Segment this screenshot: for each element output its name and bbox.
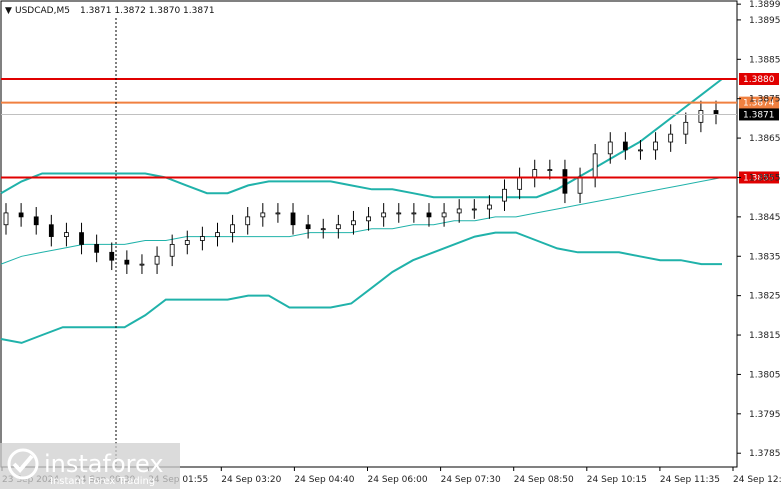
candle-body	[18, 212, 24, 218]
bollinger-lower	[0, 231, 722, 344]
x-tick-label: 24 Sep 03:20	[221, 475, 281, 485]
candle-body	[290, 212, 296, 226]
candle-body	[33, 216, 39, 226]
candle-body	[366, 216, 371, 222]
logo-name: instaforex	[44, 450, 164, 478]
candle-body	[124, 259, 130, 265]
candle-body	[48, 224, 54, 237]
candle-body	[517, 177, 523, 190]
candle-body	[79, 232, 84, 245]
x-tick-label: 24 Sep 11:35	[660, 475, 720, 485]
x-tick-label: 24 Sep 08:50	[514, 475, 574, 485]
candle-body	[653, 141, 658, 151]
candle-body	[230, 224, 235, 234]
level-label: 1.3874	[743, 99, 775, 109]
candle-body	[502, 188, 507, 202]
y-tick-label: 1.3899	[749, 0, 781, 10]
level-label: 1.3855	[743, 173, 775, 183]
level-label: 1.3880	[743, 75, 775, 85]
x-tick-label: 24 Sep 06:00	[368, 475, 428, 485]
bollinger-upper	[0, 78, 723, 199]
candle-body	[607, 141, 613, 155]
level-tag	[739, 72, 779, 85]
candle-body	[471, 208, 477, 211]
candle-body	[487, 204, 492, 210]
candle-body	[441, 212, 447, 218]
candle-body	[260, 212, 266, 218]
level-tag	[739, 171, 779, 184]
candle-body	[668, 133, 674, 143]
y-tick-label: 1.3825	[749, 292, 781, 302]
bollinger-middle	[0, 177, 723, 265]
candle-body	[275, 212, 281, 215]
candle-body	[577, 177, 583, 194]
candle-body	[562, 169, 568, 194]
y-tick-label: 1.3875	[749, 95, 781, 105]
candle-body	[592, 153, 598, 178]
x-tick-label: 24 Sep 07:30	[441, 475, 501, 485]
candle-body	[245, 216, 251, 226]
candle-body	[351, 220, 356, 226]
instaforex-logo-icon	[7, 448, 39, 480]
logo-tagline: Instant Forex Trading	[50, 476, 155, 487]
candle-body	[305, 224, 311, 230]
candle-body	[456, 208, 462, 214]
candle-body	[622, 141, 628, 151]
x-tick-label: 24 Sep 12:55	[733, 475, 781, 485]
candle-body	[547, 169, 553, 171]
candle-body	[396, 212, 402, 215]
candle-body	[713, 110, 719, 115]
candle-body	[3, 212, 9, 226]
y-tick-label: 1.3795	[749, 410, 781, 420]
candle-body	[683, 121, 689, 135]
bollinger-bands	[0, 78, 723, 344]
chart-symbol: USDCAD,M5	[15, 6, 70, 16]
plot-area	[0, 0, 738, 468]
candle-body	[426, 212, 432, 218]
y-tick-label: 1.3785	[749, 449, 781, 459]
y-tick-label: 1.3835	[749, 252, 781, 262]
candle-body	[335, 224, 341, 230]
x-tick-label: 24 Sep 10:15	[587, 475, 647, 485]
chart-ohlc: 1.3871 1.3872 1.3870 1.3871	[80, 6, 215, 16]
candle-body	[698, 110, 704, 123]
candle-body	[64, 232, 69, 237]
candle-body	[199, 236, 205, 241]
y-tick-label: 1.3815	[749, 331, 781, 341]
candles	[3, 100, 719, 274]
candle-body	[109, 251, 115, 261]
candle-body	[169, 244, 175, 257]
candle-body	[381, 212, 387, 218]
candle-body	[411, 212, 417, 215]
candle-body	[638, 149, 643, 152]
current-price-tag	[739, 108, 779, 121]
current-price-label: 1.3871	[743, 110, 775, 120]
candle-body	[215, 232, 220, 237]
y-tick-label: 1.3885	[749, 55, 781, 65]
chart-header-arrow[interactable]: ▼	[5, 6, 12, 16]
y-tick-label: 1.3895	[749, 16, 781, 26]
y-tick-label: 1.3805	[749, 370, 781, 380]
x-tick-label: 24 Sep 04:40	[294, 475, 354, 485]
candle-body	[320, 228, 326, 231]
y-axis: 1.38991.38951.38851.38751.38651.38551.38…	[737, 0, 781, 459]
candle-body	[154, 255, 160, 265]
candle-body	[532, 169, 538, 178]
instaforex-logo: instaforex Instant Forex Trading	[0, 443, 180, 489]
candle-body	[139, 263, 145, 266]
candle-body	[94, 244, 100, 253]
y-tick-label: 1.3855	[749, 173, 781, 183]
y-tick-label: 1.3845	[749, 213, 781, 223]
level-tag	[739, 96, 779, 109]
candle-body	[184, 240, 190, 245]
y-tick-label: 1.3865	[749, 134, 781, 144]
